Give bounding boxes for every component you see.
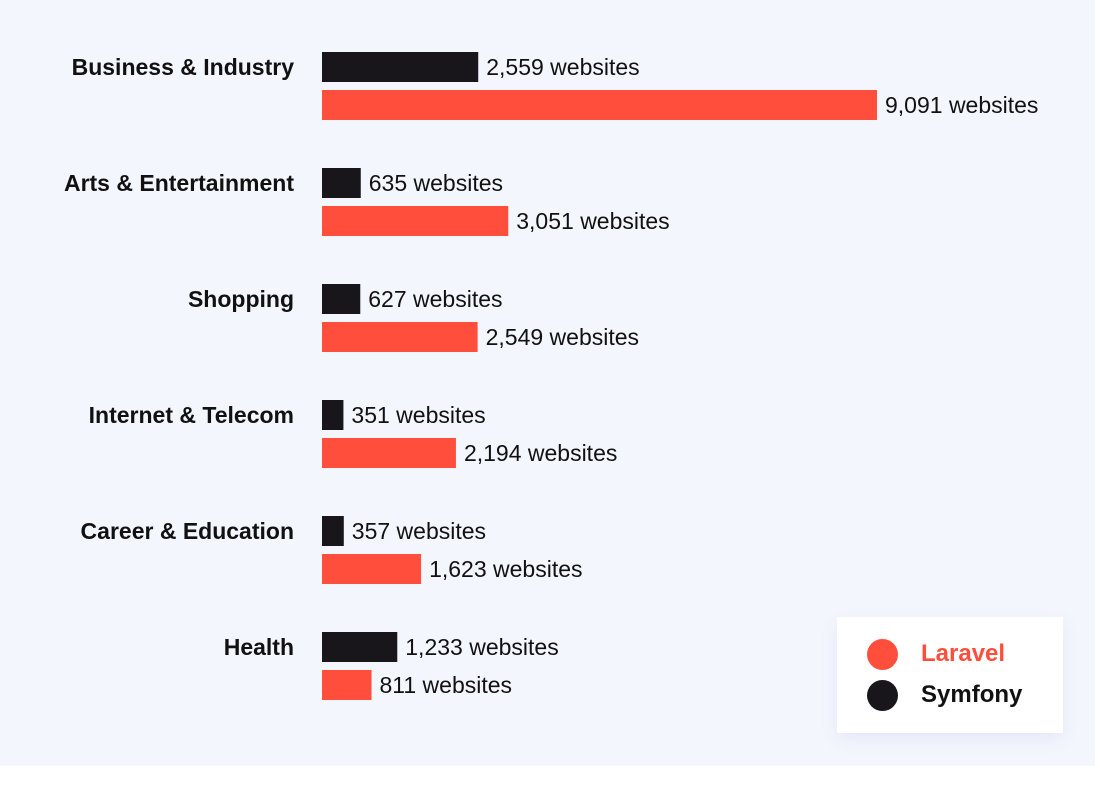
bar-symfony-shopping bbox=[322, 284, 361, 314]
category-label-career-and-education: Career & Education bbox=[81, 518, 294, 544]
bar-symfony-arts-and-entertainment bbox=[322, 168, 361, 198]
legend-swatch-laravel bbox=[867, 638, 898, 670]
legend: Laravel Symfony bbox=[837, 617, 1063, 733]
value-label-symfony-health: 1,233 websites bbox=[405, 634, 558, 660]
bar-symfony-business-and-industry bbox=[322, 52, 479, 82]
value-label-symfony-shopping: 627 websites bbox=[368, 286, 502, 312]
bar-symfony-career-and-education bbox=[322, 516, 344, 546]
value-label-laravel-shopping: 2,549 websites bbox=[486, 324, 639, 350]
bar-laravel-arts-and-entertainment bbox=[322, 206, 509, 236]
value-label-symfony-arts-and-entertainment: 635 websites bbox=[369, 170, 503, 196]
value-label-laravel-internet-and-telecom: 2,194 websites bbox=[464, 440, 617, 466]
bar-chart: Business & Industry 2,559 websites 9,091 w… bbox=[64, 52, 1038, 700]
bar-symfony-internet-and-telecom bbox=[322, 400, 344, 430]
value-label-symfony-career-and-education: 357 websites bbox=[352, 518, 486, 544]
category-label-health: Health bbox=[224, 634, 294, 660]
bar-laravel-health bbox=[322, 670, 372, 700]
bar-laravel-internet-and-telecom bbox=[322, 438, 456, 468]
legend-swatch-symfony bbox=[867, 679, 898, 711]
value-label-laravel-business-and-industry: 9,091 websites bbox=[885, 92, 1038, 118]
legend-item-symfony: Symfony bbox=[867, 679, 1023, 711]
chart-panel: Business & Industry 2,559 websites 9,091 w… bbox=[0, 0, 1095, 766]
legend-label-symfony: Symfony bbox=[921, 681, 1023, 708]
category-label-internet-and-telecom: Internet & Telecom bbox=[89, 402, 294, 428]
legend-label-laravel: Laravel bbox=[921, 640, 1006, 667]
legend-item-laravel: Laravel bbox=[867, 638, 1006, 670]
bar-symfony-health bbox=[322, 632, 398, 662]
value-label-symfony-internet-and-telecom: 351 websites bbox=[351, 402, 485, 428]
bar-laravel-career-and-education bbox=[322, 554, 422, 584]
category-label-business-and-industry: Business & Industry bbox=[72, 54, 295, 80]
value-label-symfony-business-and-industry: 2,559 websites bbox=[486, 54, 639, 80]
bar-laravel-shopping bbox=[322, 322, 478, 352]
bar-laravel-business-and-industry bbox=[322, 90, 877, 120]
category-label-shopping: Shopping bbox=[188, 286, 294, 312]
category-label-arts-and-entertainment: Arts & Entertainment bbox=[64, 170, 294, 196]
value-label-laravel-health: 811 websites bbox=[380, 672, 513, 698]
value-label-laravel-arts-and-entertainment: 3,051 websites bbox=[516, 208, 669, 234]
value-label-laravel-career-and-education: 1,623 websites bbox=[429, 556, 582, 582]
